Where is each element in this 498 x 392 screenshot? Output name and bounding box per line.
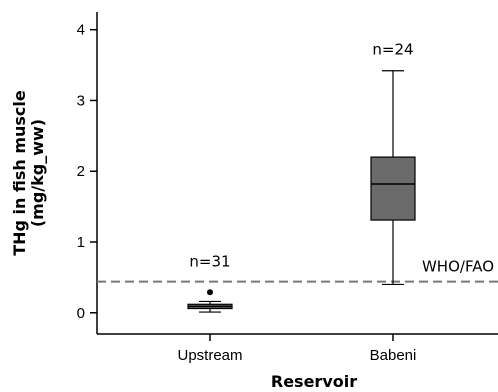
y-tick-label: 3 — [77, 92, 85, 109]
y-tick-label: 1 — [77, 234, 85, 251]
plot-frame — [96, 12, 498, 335]
x-axis-ticks: Upstream Babeni — [177, 334, 416, 364]
x-tick-label: Babeni — [370, 347, 417, 364]
box-babeni: n=24 — [370, 41, 416, 286]
reference-line-label: WHO/FAO — [422, 258, 494, 276]
y-axis-title-line-1: THg in fish muscle — [10, 90, 29, 256]
y-axis-ticks: 0 1 2 3 4 — [77, 22, 97, 322]
box-upstream: n=31 — [187, 253, 233, 313]
sample-size-label: n=31 — [189, 253, 230, 271]
y-axis-title-line-2: (mg/kg_ww) — [28, 119, 47, 227]
x-axis-title: Reservoir — [271, 372, 357, 391]
box-iqr — [370, 156, 416, 221]
y-axis-title: THg in fish muscle (mg/kg_ww) — [10, 90, 47, 256]
y-tick-label: 0 — [77, 305, 85, 322]
y-tick-label: 2 — [77, 163, 85, 180]
x-tick-label: Upstream — [177, 347, 242, 364]
outlier-point — [207, 289, 213, 296]
boxes-group: n=31 n=24 — [187, 41, 416, 313]
y-tick-label: 4 — [77, 22, 85, 39]
sample-size-label: n=24 — [372, 41, 413, 59]
